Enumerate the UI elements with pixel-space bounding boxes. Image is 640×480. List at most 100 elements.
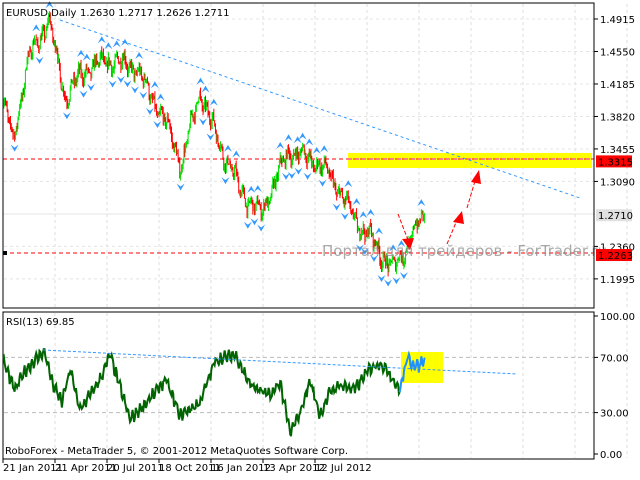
fractal-up-icon	[305, 138, 314, 146]
level-marker	[3, 251, 7, 255]
rsi-frame	[2, 311, 595, 460]
fractal-down-icon	[250, 218, 259, 226]
fractal-up-icon	[320, 145, 329, 153]
fractal-down-icon	[86, 83, 95, 91]
fractal-down-icon	[370, 254, 379, 262]
fractal-down-icon	[145, 107, 154, 115]
fractal-up-icon	[77, 49, 86, 57]
price-label-bg	[596, 209, 632, 222]
fractal-up-icon	[201, 85, 210, 93]
fractal-down-icon	[243, 221, 252, 229]
fractal-down-icon	[294, 167, 303, 175]
y-tick-label: 1.3820	[600, 112, 635, 123]
footer-copyright: RoboForex - MetaTrader 5, © 2001-2012 Me…	[5, 446, 348, 457]
trendline-main[interactable]	[59, 19, 581, 199]
price-label: 1.3315	[598, 157, 633, 168]
fractal-up-icon	[366, 209, 375, 217]
y-tick-label: 1.4185	[600, 80, 635, 91]
fractal-up-icon	[82, 53, 91, 61]
x-tick-label: 12 Jul 2012	[315, 463, 372, 474]
rsi-title: RSI(13) 69.85	[6, 317, 75, 328]
fractal-down-icon	[123, 80, 132, 88]
fractal-down-icon	[340, 212, 349, 220]
fractal-down-icon	[332, 203, 341, 211]
fractals	[10, 1, 426, 287]
fractal-up-icon	[209, 98, 218, 106]
fractal-down-icon	[221, 177, 230, 185]
fractal-up-icon	[293, 136, 302, 144]
fractal-up-icon	[374, 227, 383, 235]
fractal-up-icon	[397, 240, 406, 248]
arrow-head-up-2	[471, 170, 481, 184]
y-tick-label: 1.3455	[600, 145, 635, 156]
fractal-down-icon	[303, 172, 312, 180]
fractal-down-icon	[10, 144, 19, 152]
fractal-down-icon	[62, 112, 71, 120]
y-tick-label: 1.4915	[600, 15, 635, 26]
fractal-up-icon	[359, 211, 368, 219]
fractal-up-icon	[298, 132, 307, 140]
fractal-up-icon	[135, 52, 144, 60]
fractal-down-icon	[282, 172, 291, 180]
fractal-up-icon	[112, 40, 121, 48]
fractal-down-icon	[108, 80, 117, 88]
fractal-down-icon	[384, 279, 393, 287]
fractal-up-icon	[196, 77, 205, 85]
y-tick-label: 1.3090	[600, 177, 635, 188]
symbol-title: EURUSD,Daily	[6, 8, 77, 19]
fractal-up-icon	[97, 36, 106, 44]
main-frame	[2, 2, 595, 309]
x-tick-label: 21 Jan 2011	[3, 463, 63, 474]
y-tick-label: 1.1995	[600, 275, 635, 286]
forecast-arrows	[397, 170, 481, 250]
candles	[2, 11, 426, 277]
fractal-down-icon	[206, 133, 215, 141]
fractal-up-icon	[344, 180, 353, 188]
axes: 1.4915 1.4550 1.4185 1.3820 1.3455 1.3090 1.23…	[2, 15, 635, 474]
x-tick-label: 16 Jan 2012	[211, 463, 271, 474]
arrow-head-down	[402, 238, 414, 250]
y-tick-label: 1.2360	[600, 242, 635, 253]
fractal-down-icon	[139, 91, 148, 99]
fractal-up-icon	[247, 185, 256, 193]
rsi-highlight-polyline	[398, 350, 426, 393]
arrow-up-2	[466, 180, 476, 209]
watermark: Портал для трейдеров - ForTrader.ru	[322, 242, 607, 260]
fractal-down-icon	[399, 272, 408, 280]
arrow-up-1	[446, 219, 458, 245]
fractal-up-icon	[284, 134, 293, 142]
price-label-bg	[596, 155, 632, 168]
rsi-tick-label: 70.00	[600, 353, 629, 364]
x-tick-label: 13 Apr 2012	[263, 463, 325, 474]
fractal-down-icon	[377, 275, 386, 283]
rsi-polyline	[2, 348, 401, 437]
y-tick-label: 1.4550	[600, 47, 635, 58]
trendline-rsi[interactable]	[42, 349, 518, 375]
arrow-down	[397, 213, 409, 241]
fractal-up-icon	[312, 147, 321, 155]
fractal-up-icon	[104, 42, 113, 50]
fractal-up-icon	[150, 81, 159, 89]
ohlc-readout: 1.2630 1.2717 1.2626 1.2711	[80, 8, 230, 19]
arrow-head-up-1	[453, 211, 464, 224]
fractal-down-icon	[392, 277, 401, 285]
fractal-up-icon	[223, 144, 232, 152]
fractal-down-icon	[35, 56, 44, 64]
grid	[4, 4, 628, 458]
fractal-down-icon	[130, 86, 139, 94]
fractal-down-icon	[79, 90, 88, 98]
x-tick-label: 20 Jul 2011	[107, 463, 164, 474]
fractal-up-icon	[32, 24, 41, 32]
price-label: 1.2710	[598, 211, 633, 222]
fractal-up-icon	[389, 244, 398, 252]
rsi-tick-label: 30.00	[600, 409, 629, 420]
rsi-tick-label: 100.00	[600, 312, 635, 323]
fractal-down-icon	[199, 118, 208, 126]
fractal-up-icon	[232, 150, 241, 158]
fractal-up-icon	[352, 198, 361, 206]
x-tick-label: 18 Oct 2011	[159, 463, 221, 474]
price-label-bg	[596, 249, 632, 262]
fractal-down-icon	[360, 247, 369, 255]
fractal-down-icon	[116, 75, 125, 83]
